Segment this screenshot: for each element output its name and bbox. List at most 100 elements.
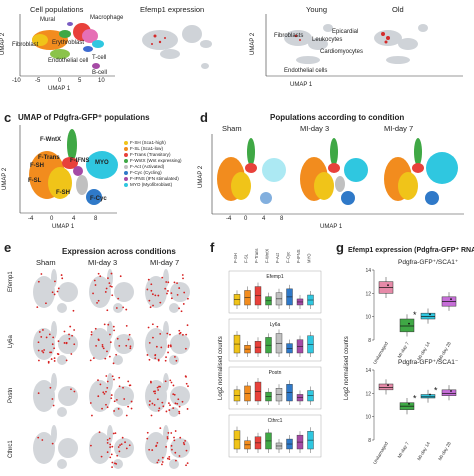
expression-dot	[166, 436, 169, 438]
expression-dot	[180, 310, 183, 313]
expression-dot	[185, 382, 188, 385]
expression-dot	[117, 407, 120, 410]
expression-dot	[176, 282, 178, 285]
expression-umap	[145, 373, 190, 417]
expression-dot	[42, 329, 44, 331]
expression-dot	[108, 282, 111, 285]
expression-dot	[108, 437, 111, 440]
expression-dot	[173, 436, 175, 439]
panel-b-umap	[265, 14, 463, 77]
label-f-trans: F-Trans	[38, 155, 60, 161]
gene-title: Cthrc1	[268, 418, 283, 424]
expression-dot	[151, 323, 154, 326]
category-label: MYO	[307, 253, 312, 263]
condition-mi-day3: MI-day 3	[88, 258, 118, 267]
expression-dot	[115, 399, 118, 401]
expression-dot	[168, 458, 171, 461]
xtick: 8	[280, 216, 284, 222]
expression-dot	[156, 325, 159, 328]
label-f-wntx: F-WntX	[40, 137, 61, 143]
expression-dot	[40, 273, 43, 275]
expression-dot	[73, 343, 76, 346]
panel-b-xlabel: UMAP 1	[290, 82, 313, 88]
y-tick-label: 10	[365, 415, 371, 421]
xtick: -4	[226, 216, 232, 222]
expression-dot	[56, 352, 59, 355]
expression-dot	[150, 289, 153, 292]
expression-dot	[152, 304, 154, 307]
expression-dot	[170, 444, 173, 447]
expression-dot	[40, 336, 43, 338]
expression-dot	[171, 448, 173, 451]
expression-dot	[111, 466, 113, 469]
expression-dot	[56, 290, 59, 293]
expression-dot	[89, 359, 92, 362]
expression-dot	[109, 443, 112, 446]
expression-dot	[174, 402, 177, 405]
expression-dot	[149, 400, 151, 403]
y-tick-label: 14	[365, 368, 371, 374]
expression-dot	[60, 274, 63, 276]
expression-dot	[159, 427, 162, 429]
gene-postn: Postn	[8, 387, 14, 403]
expression-umap	[89, 321, 134, 365]
expression-dot	[106, 451, 109, 454]
expression-dot	[166, 457, 169, 460]
condition-sham: Sham	[222, 124, 242, 133]
expression-dot	[111, 461, 114, 464]
label-f-sh: F-SH	[30, 163, 44, 169]
expression-dot	[178, 405, 181, 408]
expression-dot	[187, 297, 189, 300]
expression-dot	[186, 462, 189, 465]
expression-dot	[161, 401, 164, 404]
expression-dot	[159, 332, 162, 335]
expression-dot	[170, 432, 173, 434]
legend-item: F-Trans (Transitory)	[124, 152, 182, 158]
expression-dot	[37, 349, 40, 352]
expression-dot	[116, 337, 119, 340]
data-point	[387, 384, 389, 387]
expression-dot	[181, 400, 184, 403]
label-f-cyc: F-Cyc	[90, 196, 107, 202]
panel-g-ylabel: Log2 normalised counts	[344, 336, 350, 400]
expression-dot	[97, 272, 100, 275]
expression-dot	[158, 407, 161, 410]
panel-d-label: d	[200, 110, 208, 125]
expression-dot	[159, 301, 162, 304]
x-category-label: MI-day 7	[397, 341, 410, 359]
expression-dot	[102, 347, 105, 350]
expression-dot	[109, 456, 112, 459]
y-tick-label: 14	[365, 268, 371, 274]
expression-dot	[112, 325, 115, 328]
expression-dot	[167, 344, 170, 347]
expression-dot	[170, 297, 173, 300]
expression-dot	[153, 404, 156, 406]
expression-dot	[52, 336, 55, 339]
panel-f-boxplots: F-SH F-SL F-Trans F-WntX F-Act F-Cyc F-IFNS MYO…	[228, 248, 322, 458]
expression-dot	[169, 344, 172, 347]
panel-c-title: UMAP of Pdgfra-GFP⁺ populations	[18, 113, 150, 122]
y-tick-label: 12	[365, 291, 371, 297]
expression-dot	[146, 431, 149, 434]
expression-dot	[178, 455, 181, 457]
expression-dot	[106, 406, 109, 409]
expression-dot	[130, 400, 133, 403]
expression-dot	[127, 338, 130, 341]
legend-item: F-WntX (Wnt expressing)	[124, 158, 182, 164]
expression-dot	[154, 353, 157, 356]
expression-dot	[57, 287, 60, 290]
expression-dot	[95, 344, 97, 347]
expression-dot	[109, 341, 112, 344]
expression-dot	[49, 351, 51, 354]
expression-dot	[92, 357, 95, 360]
legend-item: F-Cyc (Cycling)	[124, 170, 182, 176]
expression-dot	[104, 291, 107, 293]
expression-dot	[185, 333, 188, 336]
expression-dot	[38, 331, 41, 333]
panel-a-title-left: Cell populations	[30, 5, 84, 14]
expression-dot	[147, 326, 150, 329]
data-point	[450, 390, 452, 392]
expression-dot	[110, 285, 113, 288]
expression-dot	[108, 355, 111, 358]
expression-dot	[181, 274, 184, 276]
